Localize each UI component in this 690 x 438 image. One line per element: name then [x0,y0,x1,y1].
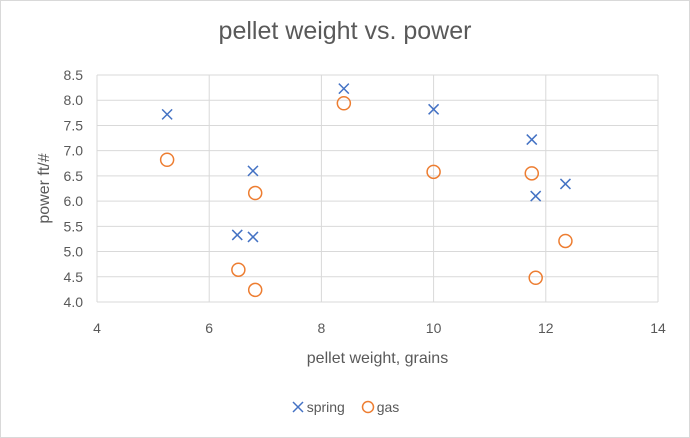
y-tick-label: 7.0 [64,143,84,159]
y-tick-label: 5.0 [64,244,84,260]
x-marker-icon [292,401,304,413]
y-tick-label: 5.5 [64,218,84,234]
x-tick-label: 6 [205,320,213,336]
x-tick-label: 14 [650,320,666,336]
legend-label-spring: spring [306,399,345,415]
y-tick-label: 6.5 [64,168,84,184]
data-point-gas [524,166,540,181]
y-tick-label: 8.0 [64,92,84,108]
legend: spring gas [1,399,689,415]
y-axis-title: power ft/# [36,153,53,223]
data-point-gas [231,262,246,277]
data-point-spring [231,229,243,241]
circle-marker-icon [361,400,374,414]
data-point-gas [426,164,441,180]
y-tick-label: 8.5 [64,67,84,83]
y-tick-label: 7.5 [64,117,84,133]
legend-item-spring: spring [291,399,345,415]
data-point-spring [526,134,538,146]
x-axis-title: pellet weight, grains [307,350,448,367]
data-point-gas [528,270,543,286]
data-point-spring [161,108,173,120]
data-point-spring [247,231,259,243]
data-point-gas [247,282,263,298]
data-point-gas [159,152,175,167]
data-point-spring [530,190,542,202]
legend-label-gas: gas [376,399,400,415]
data-point-gas [247,185,263,201]
data-point-gas [336,95,352,111]
chart-title: pellet weight vs. power [218,17,472,45]
data-point-spring [338,83,350,95]
data-point-spring [428,103,440,115]
y-tick-label: 4.5 [64,269,84,285]
x-tick-label: 10 [426,320,442,336]
legend-item-gas: gas [361,399,400,415]
x-tick-label: 8 [318,320,326,336]
data-point-spring [247,165,259,177]
data-point-gas [558,233,573,249]
y-tick-label: 6.0 [64,193,84,209]
x-tick-label: 12 [538,320,554,336]
y-tick-label: 4.0 [64,294,84,310]
x-tick-label: 4 [93,320,101,336]
data-point-spring [559,178,571,190]
